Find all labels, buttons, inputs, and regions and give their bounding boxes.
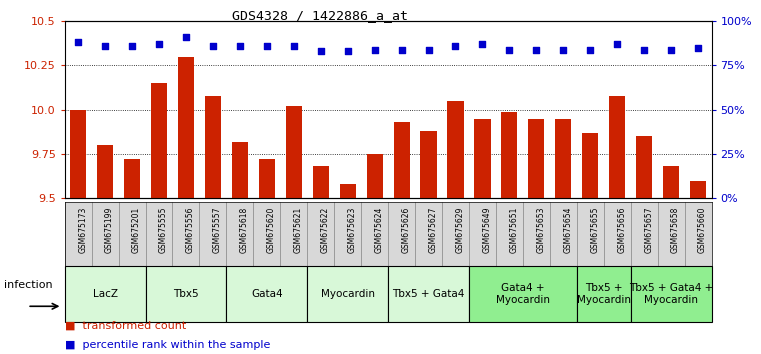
Text: ■  percentile rank within the sample: ■ percentile rank within the sample — [65, 341, 270, 350]
FancyBboxPatch shape — [577, 266, 631, 322]
Bar — [178, 57, 194, 198]
Point — [234, 43, 246, 49]
Text: GSM675618: GSM675618 — [240, 207, 249, 253]
FancyBboxPatch shape — [388, 266, 469, 322]
Text: GSM675624: GSM675624 — [374, 207, 384, 253]
Text: GSM675649: GSM675649 — [482, 207, 492, 253]
Text: GSM675657: GSM675657 — [644, 207, 653, 253]
Bar — [339, 184, 356, 198]
Text: Tbx5 + Gata4: Tbx5 + Gata4 — [393, 289, 465, 299]
Bar — [421, 131, 437, 198]
Text: GDS4328 / 1422886_a_at: GDS4328 / 1422886_a_at — [231, 9, 408, 22]
Text: GSM675623: GSM675623 — [348, 207, 357, 253]
Bar — [582, 133, 598, 198]
Point — [368, 47, 380, 52]
Text: infection: infection — [4, 280, 53, 290]
Text: GSM675626: GSM675626 — [402, 207, 411, 253]
Point — [476, 41, 489, 47]
Text: LacZ: LacZ — [93, 289, 118, 299]
Text: ■  transformed count: ■ transformed count — [65, 321, 186, 331]
Bar — [690, 181, 706, 198]
Text: GSM675654: GSM675654 — [563, 207, 572, 253]
Bar — [528, 119, 544, 198]
Text: GSM675653: GSM675653 — [537, 207, 546, 253]
Text: Tbx5 + Gata4 +
Myocardin: Tbx5 + Gata4 + Myocardin — [629, 283, 713, 305]
Point — [557, 47, 569, 52]
Bar — [636, 136, 652, 198]
Bar — [393, 122, 409, 198]
Bar — [205, 96, 221, 198]
Point — [665, 47, 677, 52]
Text: GSM675651: GSM675651 — [509, 207, 518, 253]
Text: GSM675627: GSM675627 — [428, 207, 438, 253]
Text: GSM675557: GSM675557 — [213, 207, 222, 253]
Text: GSM675622: GSM675622 — [320, 207, 330, 253]
Text: GSM675656: GSM675656 — [617, 207, 626, 253]
Text: GSM675199: GSM675199 — [105, 207, 114, 253]
Bar — [367, 154, 383, 198]
Point — [692, 45, 704, 51]
Bar — [501, 112, 517, 198]
Point — [314, 48, 326, 54]
Point — [207, 43, 219, 49]
Text: GSM675660: GSM675660 — [698, 207, 707, 253]
Bar — [663, 166, 679, 198]
FancyBboxPatch shape — [631, 266, 712, 322]
Text: Tbx5: Tbx5 — [174, 289, 199, 299]
Bar — [232, 142, 248, 198]
Point — [99, 43, 111, 49]
Bar — [70, 110, 86, 198]
Bar — [609, 96, 626, 198]
Text: GSM675556: GSM675556 — [186, 207, 195, 253]
Bar — [474, 119, 491, 198]
Point — [288, 43, 300, 49]
Point — [342, 48, 354, 54]
Bar — [124, 159, 140, 198]
Point — [611, 41, 623, 47]
Text: GSM675629: GSM675629 — [456, 207, 464, 253]
Text: GSM675173: GSM675173 — [78, 207, 88, 253]
Bar — [151, 83, 167, 198]
Bar — [556, 119, 572, 198]
FancyBboxPatch shape — [469, 266, 577, 322]
Point — [503, 47, 515, 52]
Point — [153, 41, 165, 47]
Point — [126, 43, 139, 49]
Point — [180, 34, 192, 40]
FancyBboxPatch shape — [65, 266, 145, 322]
Text: Gata4 +
Myocardin: Gata4 + Myocardin — [496, 283, 550, 305]
Bar — [259, 159, 275, 198]
FancyBboxPatch shape — [307, 266, 388, 322]
FancyBboxPatch shape — [145, 266, 227, 322]
Text: GSM675658: GSM675658 — [671, 207, 680, 253]
Bar — [313, 166, 329, 198]
Text: GSM675655: GSM675655 — [591, 207, 599, 253]
Text: GSM675201: GSM675201 — [132, 207, 141, 253]
Text: GSM675620: GSM675620 — [267, 207, 275, 253]
Point — [584, 47, 597, 52]
Text: GSM675621: GSM675621 — [294, 207, 303, 253]
Bar — [447, 101, 463, 198]
Point — [638, 47, 650, 52]
FancyBboxPatch shape — [227, 266, 307, 322]
Point — [396, 47, 408, 52]
Bar — [97, 145, 113, 198]
Point — [530, 47, 543, 52]
Point — [450, 43, 462, 49]
Point — [261, 43, 273, 49]
Text: GSM675555: GSM675555 — [159, 207, 168, 253]
Text: Tbx5 +
Myocardin: Tbx5 + Myocardin — [577, 283, 631, 305]
Text: Gata4: Gata4 — [251, 289, 282, 299]
Point — [72, 40, 84, 45]
Text: Myocardin: Myocardin — [320, 289, 374, 299]
Bar — [285, 106, 302, 198]
Point — [422, 47, 435, 52]
